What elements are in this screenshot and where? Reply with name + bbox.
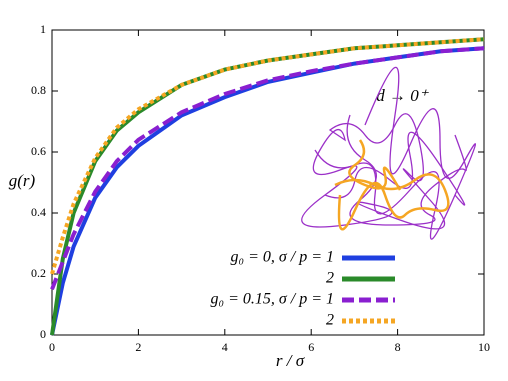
x-tick-label: 10 — [478, 340, 490, 354]
y-tick-label: 1 — [40, 22, 46, 36]
annotation: d → 0⁺ — [376, 86, 430, 105]
chain — [324, 131, 466, 206]
y-tick-label: 0.8 — [31, 83, 46, 97]
x-tick-label: 4 — [222, 340, 228, 354]
legend-label: 2 — [326, 270, 334, 287]
legend-label: 2 — [326, 312, 334, 329]
chain — [301, 113, 446, 230]
y-axis-label: g(r) — [9, 171, 36, 190]
legend-label: g₀ = 0.15, σ / p = 1 — [211, 291, 335, 308]
y-tick-label: 0 — [40, 327, 46, 341]
chain-highlight — [348, 139, 402, 191]
chain — [346, 114, 467, 226]
chain — [314, 66, 476, 240]
series-line — [50, 37, 485, 275]
y-tick-label: 0.2 — [31, 266, 46, 280]
legend-label: g₀ = 0, σ / p = 1 — [231, 249, 335, 266]
x-tick-label: 6 — [308, 340, 314, 354]
x-tick-label: 2 — [135, 340, 141, 354]
y-tick-label: 0.6 — [31, 144, 46, 158]
y-tick-label: 0.4 — [31, 205, 46, 219]
x-axis-label: r / σ — [276, 351, 305, 370]
x-tick-label: 0 — [49, 340, 55, 354]
series-line — [50, 46, 485, 291]
chain-highlight — [334, 173, 450, 231]
x-tick-label: 8 — [395, 340, 401, 354]
plot-frame — [51, 29, 485, 336]
polymer-illustration — [301, 66, 476, 240]
